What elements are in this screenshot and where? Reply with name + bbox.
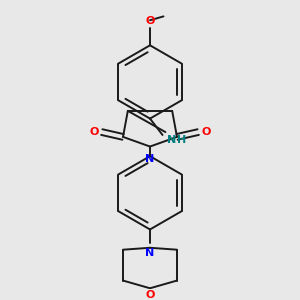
Text: N: N	[146, 154, 154, 164]
Text: N: N	[146, 248, 154, 258]
Text: O: O	[145, 290, 155, 300]
Text: O: O	[89, 127, 99, 137]
Text: H: H	[177, 135, 186, 145]
Text: O: O	[145, 16, 155, 26]
Text: N: N	[167, 135, 177, 145]
Text: O: O	[201, 127, 211, 137]
